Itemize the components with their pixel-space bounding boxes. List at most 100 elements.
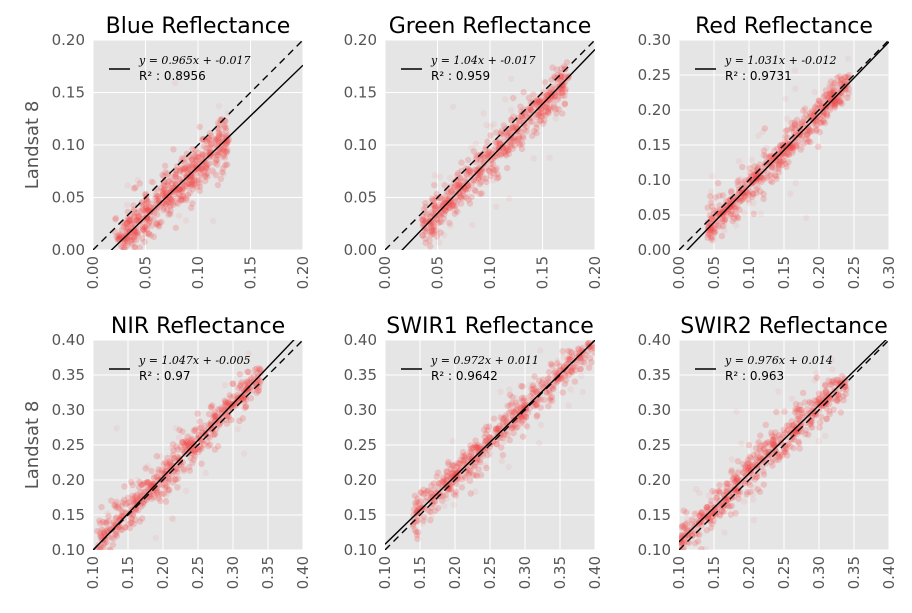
y-tick-label: 0.20 bbox=[52, 471, 85, 489]
scatter-point bbox=[96, 520, 104, 527]
scatter-point bbox=[739, 195, 746, 203]
scatter-point bbox=[511, 127, 518, 134]
scatter-point bbox=[733, 216, 740, 223]
y-tick-label: 0.10 bbox=[52, 136, 85, 154]
scatter-point bbox=[800, 107, 807, 115]
scatter-point bbox=[798, 406, 805, 414]
y-tick-label: 0.10 bbox=[344, 541, 377, 559]
y-tick-label: 0.20 bbox=[344, 471, 377, 489]
scatter-point bbox=[760, 481, 767, 488]
scatter-point bbox=[218, 410, 225, 418]
scatter-point bbox=[708, 497, 715, 505]
scatter-point bbox=[443, 473, 451, 480]
scatter-point bbox=[505, 195, 513, 202]
scatter-point bbox=[160, 204, 168, 212]
scatter-point bbox=[571, 378, 579, 385]
scatter-point bbox=[534, 412, 541, 419]
scatter-point bbox=[209, 414, 217, 421]
scatter-point bbox=[128, 220, 136, 227]
identity-line bbox=[93, 40, 303, 250]
scatter-point bbox=[448, 189, 455, 196]
scatter-point bbox=[829, 366, 836, 373]
scatter-point bbox=[815, 97, 823, 104]
scatter-point bbox=[554, 360, 561, 367]
y-tick-label: 0.40 bbox=[344, 331, 377, 349]
scatter-point bbox=[585, 348, 592, 355]
scatter-point bbox=[585, 364, 593, 371]
scatter-point bbox=[164, 454, 171, 462]
scatter-point bbox=[477, 155, 485, 163]
scatter-point bbox=[436, 194, 443, 201]
scatter-point bbox=[556, 89, 563, 96]
scatter-point bbox=[131, 243, 138, 250]
scatter-point bbox=[463, 190, 471, 197]
scatter-point bbox=[120, 290, 126, 296]
scatter-point bbox=[520, 109, 527, 117]
scatter-point bbox=[799, 409, 806, 417]
scatter-point bbox=[143, 478, 151, 486]
scatter-point bbox=[238, 393, 245, 400]
scatter-point bbox=[822, 382, 829, 389]
scatter-point bbox=[559, 389, 566, 396]
scatter-point bbox=[427, 243, 434, 250]
scatter-point bbox=[468, 193, 475, 201]
scatter-point bbox=[828, 95, 835, 103]
scatter-point bbox=[511, 123, 518, 131]
scatter-point bbox=[797, 406, 804, 414]
scatter-point bbox=[196, 183, 204, 190]
scatter-point bbox=[551, 85, 559, 93]
scatter-point bbox=[154, 200, 161, 207]
scatter-point bbox=[193, 153, 200, 161]
scatter-point bbox=[166, 173, 173, 180]
scatter-point bbox=[777, 451, 784, 458]
scatter-point bbox=[421, 220, 428, 227]
scatter-point bbox=[733, 474, 741, 482]
scatter-point bbox=[431, 205, 439, 212]
scatter-point bbox=[490, 415, 498, 422]
scatter-point bbox=[822, 388, 829, 395]
scatter-point bbox=[792, 142, 800, 150]
scatter-point bbox=[112, 216, 119, 223]
scatter-point bbox=[113, 425, 120, 432]
scatter-point bbox=[122, 224, 130, 232]
scatter-point bbox=[762, 153, 770, 160]
scatter-point bbox=[776, 149, 783, 157]
scatter-point bbox=[568, 367, 575, 374]
scatter-point bbox=[727, 189, 735, 196]
scatter-point bbox=[422, 217, 429, 225]
scatter-point bbox=[487, 123, 494, 130]
scatter-point bbox=[457, 200, 465, 207]
scatter-point bbox=[783, 422, 791, 429]
scatter-point bbox=[830, 100, 838, 108]
legend-r2: R² : 0.9731 bbox=[725, 69, 792, 83]
scatter-point bbox=[715, 488, 722, 495]
scatter-point bbox=[460, 193, 468, 200]
scatter-point bbox=[745, 199, 753, 207]
scatter-point bbox=[119, 244, 126, 250]
scatter-point bbox=[740, 468, 747, 476]
scatter-point bbox=[772, 457, 779, 464]
scatter-point bbox=[218, 169, 225, 176]
scatter-point bbox=[514, 424, 521, 431]
x-tick-label: 0.25 bbox=[189, 556, 207, 589]
scatter-point bbox=[494, 145, 502, 152]
scatter-point bbox=[424, 218, 431, 225]
scatter-point bbox=[716, 511, 723, 518]
scatter-point bbox=[218, 409, 226, 417]
scatter-point bbox=[768, 158, 775, 165]
scatter-point bbox=[189, 161, 196, 169]
scatter-point bbox=[812, 122, 820, 129]
scatter-point bbox=[731, 478, 738, 485]
scatter-point bbox=[704, 219, 712, 226]
scatter-point bbox=[158, 490, 166, 498]
scatter-point bbox=[103, 519, 110, 526]
scatter-point bbox=[754, 486, 762, 493]
scatter-point bbox=[728, 488, 735, 496]
scatter-point bbox=[517, 128, 524, 135]
scatter-point bbox=[169, 201, 177, 209]
scatter-point bbox=[792, 179, 799, 187]
scatter-point bbox=[119, 526, 126, 533]
scatter-point bbox=[152, 194, 159, 202]
x-tick-label: 0.40 bbox=[586, 556, 604, 589]
